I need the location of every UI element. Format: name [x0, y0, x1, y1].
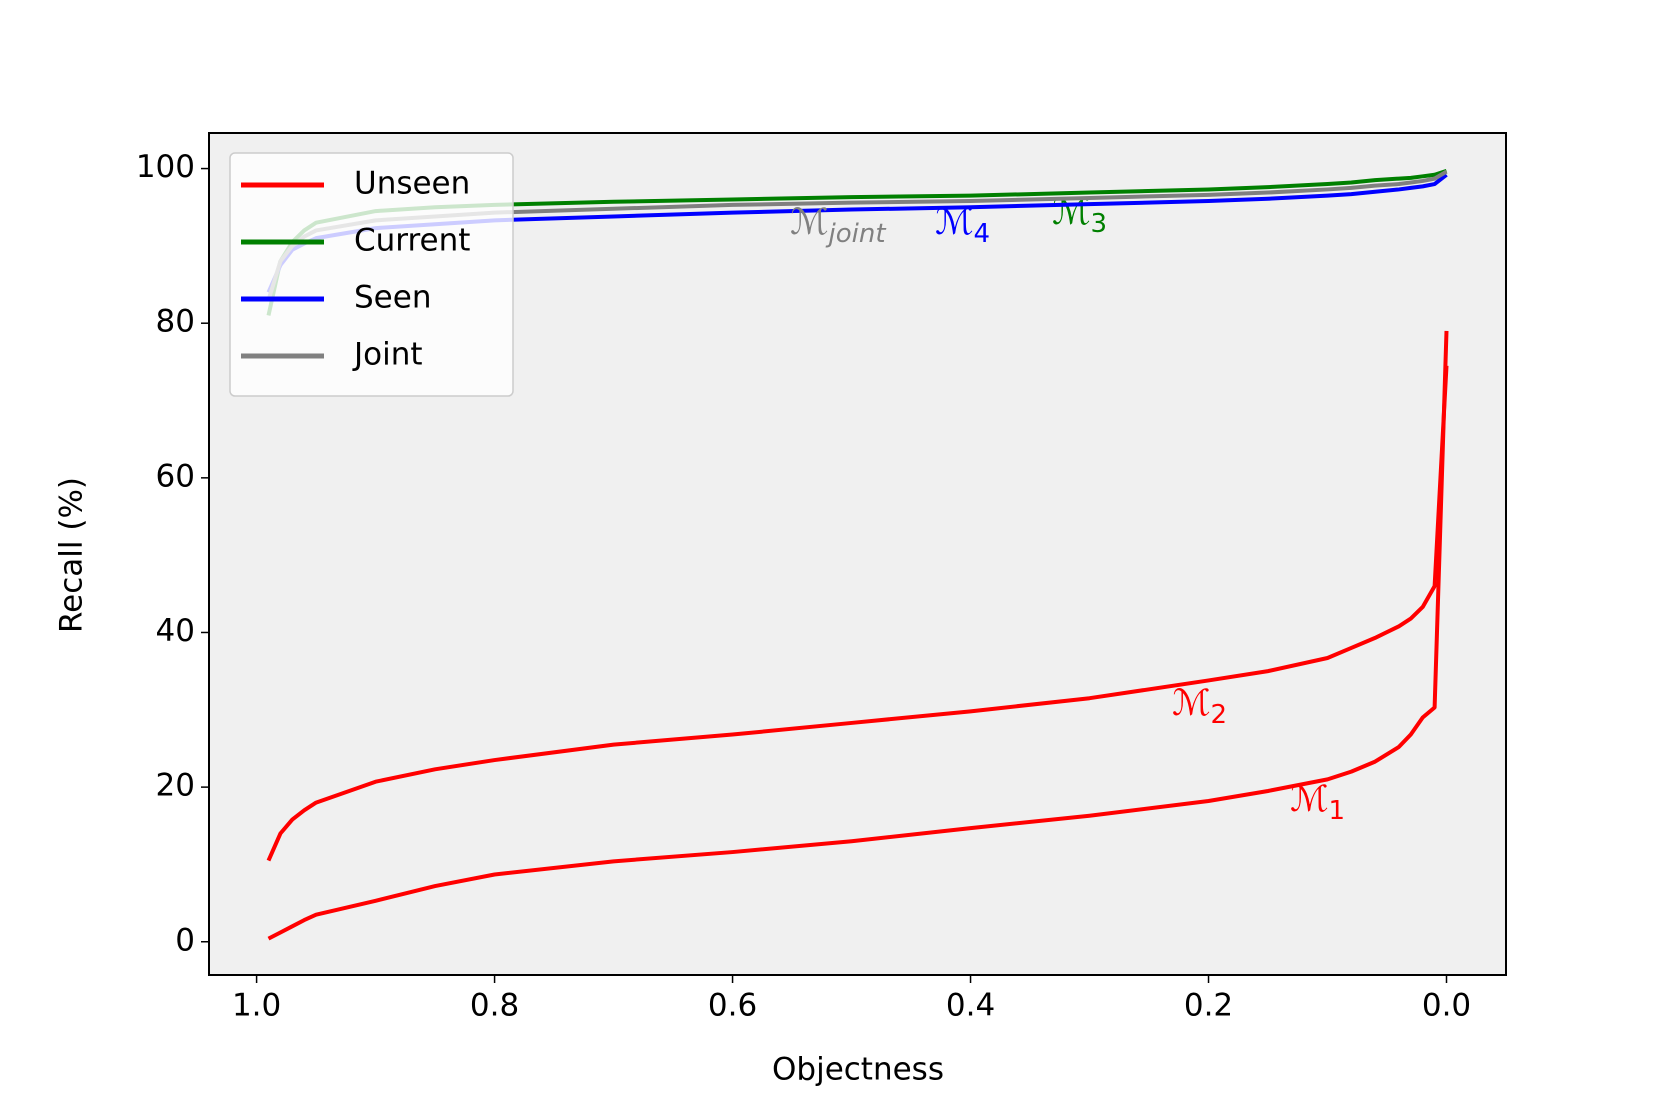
legend-label: Seen [354, 280, 431, 316]
annotation-symbol: ℳ [1290, 779, 1329, 820]
x-tick-label: 0.2 [1184, 988, 1233, 1024]
y-tick-label: 20 [156, 768, 195, 804]
annotation-subscript: 4 [974, 219, 991, 249]
series-annotation: ℳ4 [935, 202, 990, 249]
annotation-subscript: 1 [1329, 796, 1346, 826]
annotation-subscript: 3 [1091, 209, 1108, 239]
series-line [267, 330, 1449, 941]
series-annotation: ℳjoint [790, 202, 886, 249]
plot-frame [208, 132, 1507, 976]
annotation-symbol: ℳ [935, 202, 974, 243]
annotation-subscript: 2 [1211, 700, 1228, 730]
x-tick-label: 0.6 [708, 988, 757, 1024]
legend-label: Current [354, 223, 470, 259]
annotation-symbol: ℳ [1172, 683, 1211, 724]
legend-label: Unseen [354, 166, 470, 202]
x-tick-label: 0.0 [1422, 988, 1471, 1024]
x-tick-label: 0.4 [946, 988, 995, 1024]
y-axis-label: Recall (%) [54, 477, 90, 633]
legend-label: Joint [352, 337, 423, 373]
series-annotation: ℳ1 [1290, 779, 1345, 826]
y-tick-label: 80 [156, 304, 195, 340]
series-annotation: ℳ2 [1172, 683, 1227, 730]
y-tick-label: 40 [156, 613, 195, 649]
annotation-symbol: ℳ [790, 202, 829, 243]
y-tick-label: 60 [156, 458, 195, 494]
x-tick-label: 0.8 [470, 988, 519, 1024]
annotation-subscript: joint [826, 219, 887, 249]
y-tick-label: 100 [136, 149, 195, 185]
series-line [266, 365, 1449, 862]
legend-box [229, 152, 514, 397]
x-tick-label: 1.0 [232, 988, 281, 1024]
y-tick-label: 0 [175, 922, 195, 958]
x-axis-label: Objectness [772, 1052, 944, 1088]
